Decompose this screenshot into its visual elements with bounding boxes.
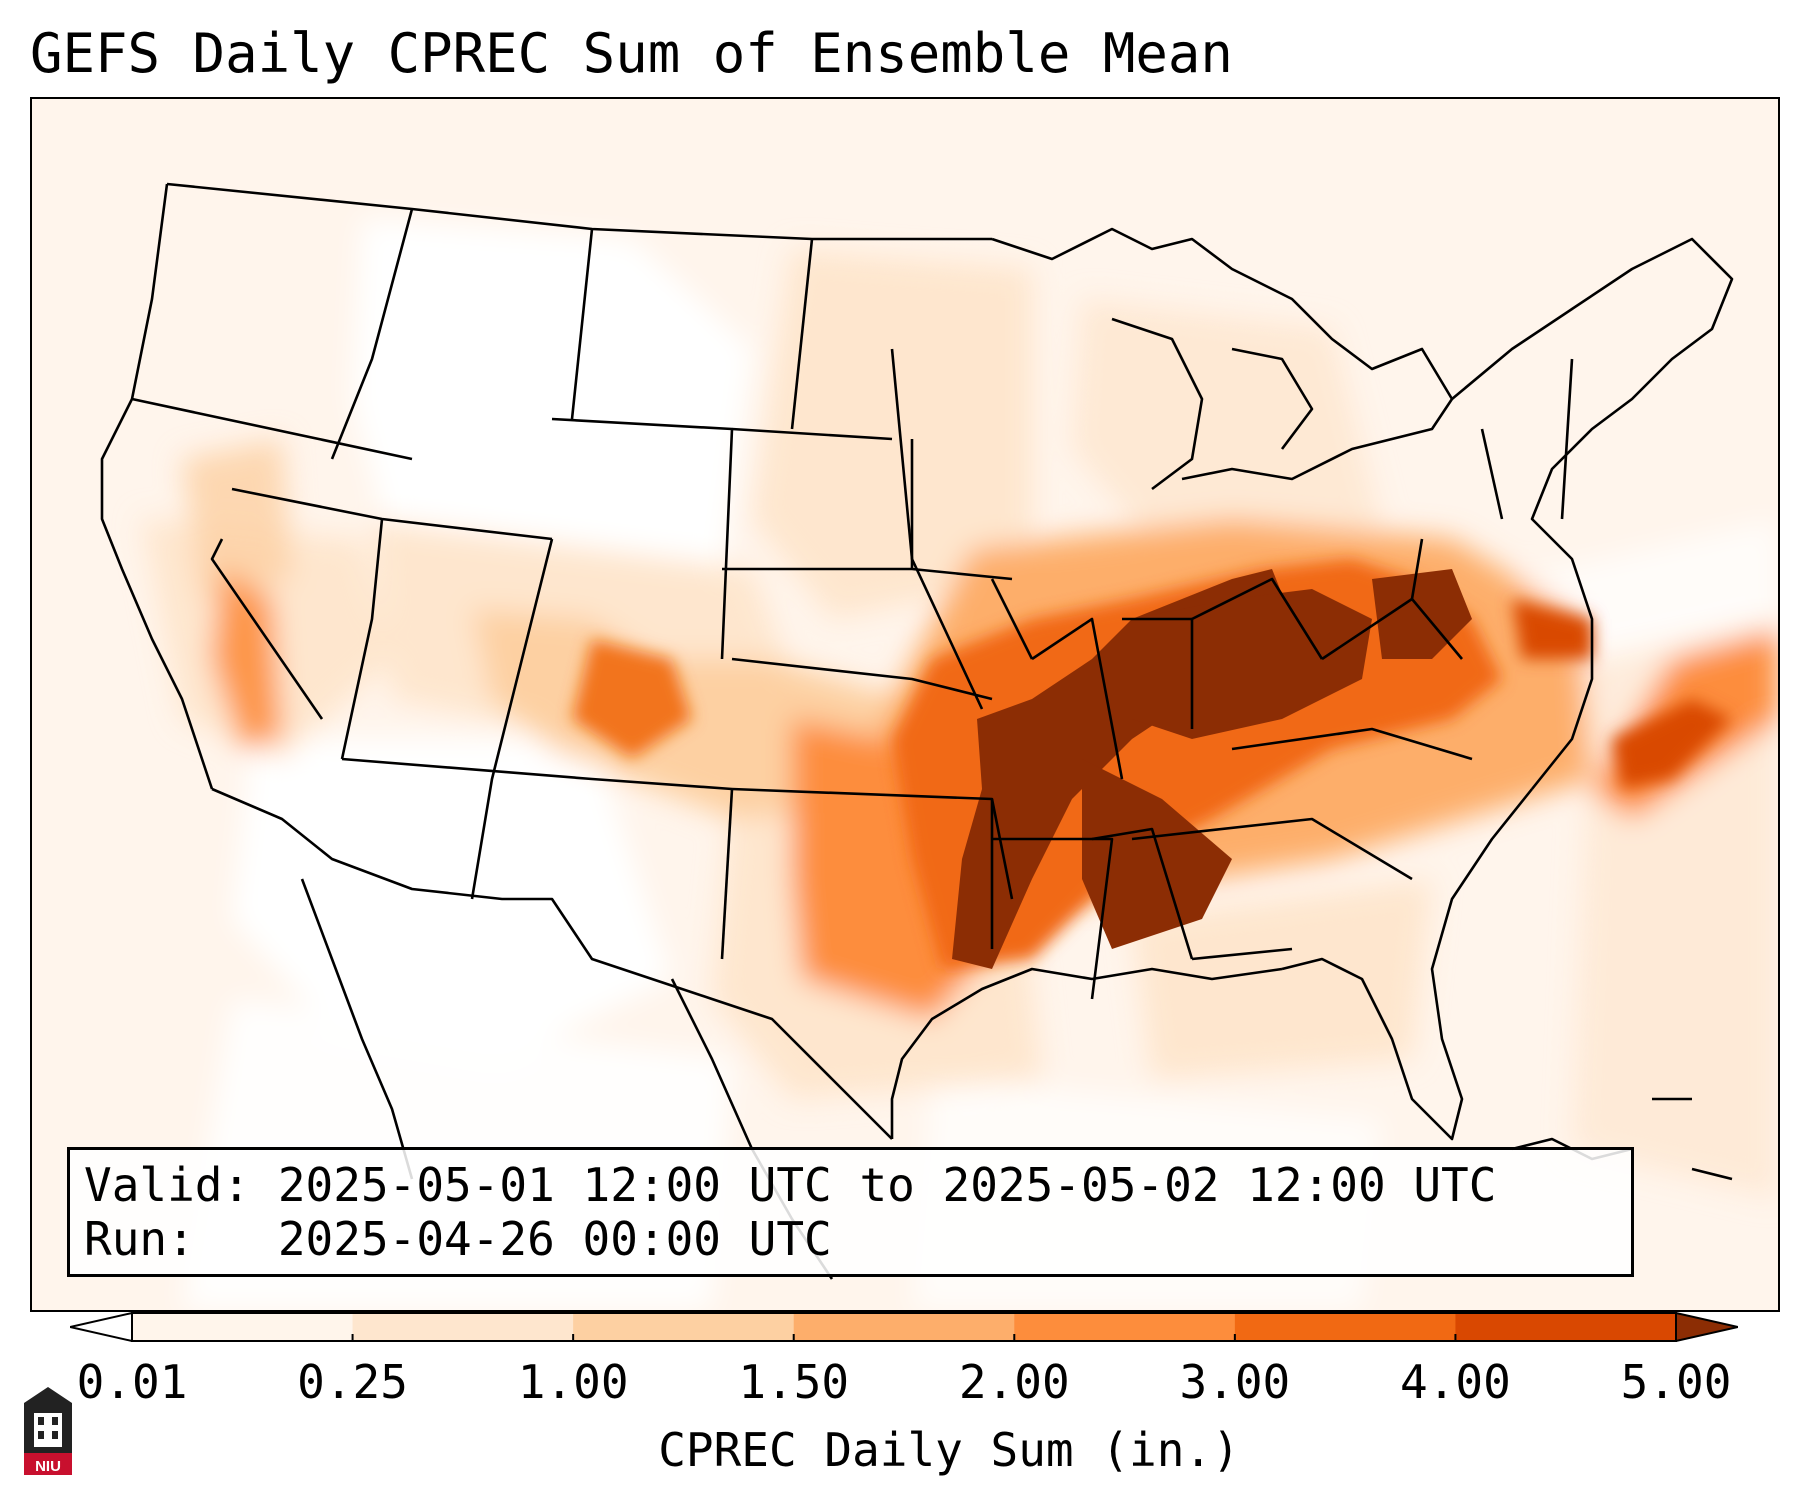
colorbar-segment bbox=[573, 1313, 795, 1341]
colorbar bbox=[70, 1312, 1738, 1342]
boundaries bbox=[100, 182, 1734, 1280]
colorbar-segment bbox=[793, 1313, 1015, 1341]
niu-logo-text: NIU bbox=[35, 1458, 61, 1475]
colorbar-extend-over bbox=[1675, 1312, 1738, 1342]
colorbar-tick-label: 0.25 bbox=[297, 1355, 408, 1409]
colorbar-tick-label: 1.50 bbox=[738, 1355, 850, 1409]
precipitation-map bbox=[30, 97, 1780, 1312]
colorbar-tick-label: 3.00 bbox=[1179, 1355, 1291, 1409]
colorbar-tick-label: 2.00 bbox=[958, 1355, 1070, 1409]
colorbar-outline bbox=[131, 1312, 1677, 1342]
colorbar-tick-label: 0.01 bbox=[76, 1355, 188, 1409]
colorbar-tick-label: 4.00 bbox=[1400, 1355, 1511, 1409]
colorbar-extend-under bbox=[70, 1312, 133, 1342]
colorbar-segment bbox=[352, 1313, 574, 1341]
colorbar-tick-label: 1.00 bbox=[517, 1355, 629, 1409]
colorbar-segment bbox=[1455, 1313, 1677, 1341]
colorbar-segment bbox=[1234, 1313, 1456, 1341]
niu-logo: NIU bbox=[24, 1387, 72, 1475]
colorbar-tick-label: 5.00 bbox=[1620, 1355, 1732, 1409]
valid-run-info-box: Valid: 2025-05-01 12:00 UTC to 2025-05-0… bbox=[67, 1147, 1634, 1277]
valid-time-text: Valid: 2025-05-01 12:00 UTC to 2025-05-0… bbox=[84, 1158, 1497, 1212]
chart-title: GEFS Daily CPREC Sum of Ensemble Mean bbox=[30, 22, 1233, 85]
colorbar-segment bbox=[132, 1313, 354, 1341]
university-tower-icon bbox=[24, 1387, 72, 1475]
colorbar-label: CPREC Daily Sum (in.) bbox=[658, 1423, 1240, 1477]
colorbar-segment bbox=[1014, 1313, 1236, 1341]
run-time-text: Run: 2025-04-26 00:00 UTC bbox=[84, 1212, 832, 1266]
